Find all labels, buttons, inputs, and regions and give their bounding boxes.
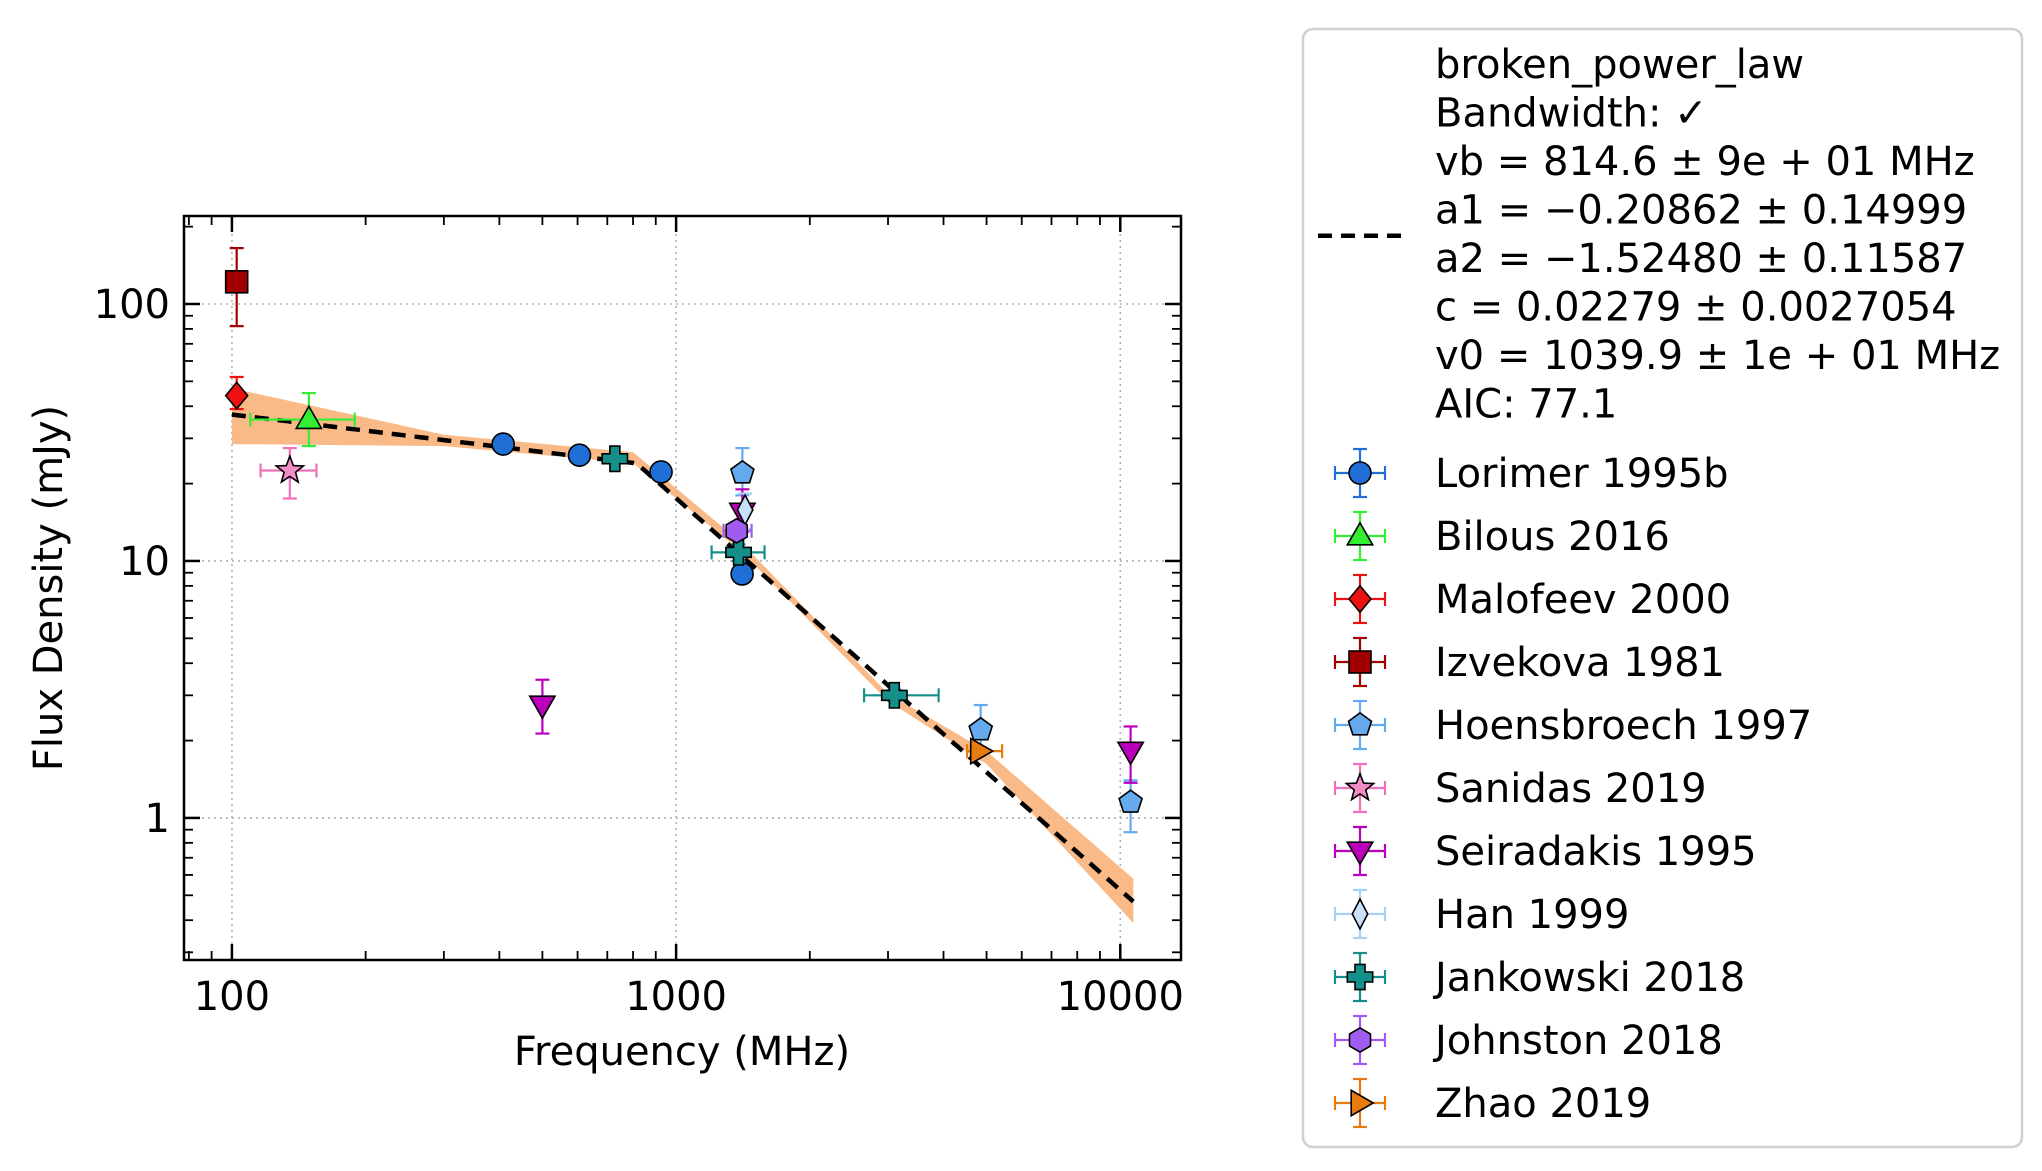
fit-uncertainty-band-layer: [231, 388, 1134, 923]
grid-lines: [184, 216, 1181, 960]
data-point: [729, 459, 755, 484]
series-hoensbroech-1997: [729, 446, 1144, 834]
series-jankowski-2018: [601, 445, 940, 709]
series-seiradakis-1995: [528, 488, 1145, 784]
legend-marker: [1345, 521, 1375, 546]
x-tick-label: 10000: [1057, 974, 1184, 1020]
legend-box: [1301, 27, 2024, 1149]
fit-line: [231, 412, 1135, 904]
data-point: [649, 460, 673, 484]
data-point: [1116, 741, 1145, 766]
legend-entry: Johnston 2018: [1333, 1014, 1723, 1066]
axis-ticks: [184, 216, 1181, 960]
legend-entry: Zhao 2019: [1333, 1077, 1651, 1129]
legend-label: Sanidas 2019: [1435, 766, 1707, 812]
legend-entry: Hoensbroech 1997: [1333, 699, 1812, 751]
x-tick-label: 1000: [625, 974, 727, 1020]
data-point: [725, 538, 753, 566]
data-point: [491, 432, 515, 456]
data-point: [567, 443, 592, 467]
legend-marker: [1348, 461, 1372, 485]
series-bilous-2016: [249, 392, 356, 448]
legend-marker: [1347, 584, 1373, 614]
data-point: [969, 737, 995, 766]
legend-fit-text: Bandwidth: ✓: [1435, 91, 1708, 137]
data-point: [224, 270, 249, 294]
data-points-layer: [224, 247, 1145, 834]
data-point: [224, 381, 249, 411]
legend-label: Jankowski 2018: [1432, 955, 1745, 1001]
data-point: [294, 404, 323, 430]
series-zhao-2019: [965, 737, 1004, 766]
legend-label: Zhao 2019: [1435, 1081, 1651, 1127]
legend-fit-text: a2 = −1.52480 ± 0.11587: [1435, 236, 1967, 282]
legend-label: Bilous 2016: [1435, 514, 1670, 560]
legend-entry: Jankowski 2018: [1333, 951, 1745, 1003]
legend-entry: Lorimer 1995b: [1333, 447, 1729, 499]
legend-fit-text: vb = 814.6 ± 9e + 01 MHz: [1435, 139, 1975, 185]
legend-marker: [1348, 650, 1372, 674]
legend-fit-text: a1 = −0.20862 ± 0.14999: [1435, 188, 1967, 234]
fit-line-layer: [231, 412, 1135, 904]
legend-fit-text: c = 0.02279 ± 0.0027054: [1435, 285, 1957, 331]
legend-entry: Malofeev 2000: [1333, 573, 1731, 625]
data-point: [880, 681, 908, 709]
legend-marker: [1347, 711, 1373, 736]
legend-fit-text: v0 = 1039.9 ± 1e + 01 MHz: [1435, 333, 2000, 379]
data-point: [730, 562, 754, 586]
legend-marker: [1346, 963, 1374, 991]
legend-entry: Izvekova 1981: [1333, 636, 1725, 688]
x-tick-label: 100: [194, 974, 270, 1020]
series-johnston-2018: [722, 517, 753, 544]
tick-labels: 100 1000 10000 1 10 100: [94, 282, 1184, 1020]
series-sanidas-2019: [259, 446, 318, 500]
data-point: [528, 695, 557, 720]
legend-fit-text: AIC: 77.1: [1435, 382, 1617, 428]
legend-label: Lorimer 1995b: [1435, 451, 1729, 497]
legend-marker: [1344, 771, 1376, 802]
legend-entry: Han 1999: [1333, 888, 1629, 940]
x-axis-label: Frequency (MHz): [514, 1029, 850, 1075]
plot-frame: [182, 214, 1183, 962]
data-point: [601, 445, 629, 473]
legend-label: Malofeev 2000: [1435, 577, 1731, 623]
legend-label: Seiradakis 1995: [1435, 829, 1757, 875]
y-axis-label: Flux Density (mJy): [26, 405, 72, 771]
series-izvekova-1981: [224, 247, 249, 328]
data-point: [725, 517, 749, 544]
legend-marker: [1351, 897, 1369, 931]
fit-uncertainty-band: [231, 388, 1134, 923]
legend-label: Izvekova 1981: [1435, 640, 1725, 686]
y-tick-label: 100: [94, 282, 170, 328]
series-lorimer-1995b: [491, 432, 754, 586]
legend-label: Johnston 2018: [1432, 1018, 1723, 1064]
legend-marker: [1345, 841, 1375, 866]
legend-entry: Bilous 2016: [1333, 510, 1670, 562]
legend-marker: [1348, 1026, 1372, 1054]
data-point: [1118, 789, 1144, 813]
legend-entry: Seiradakis 1995: [1333, 825, 1757, 877]
legend-label: Han 1999: [1435, 892, 1629, 938]
data-point: [274, 453, 306, 484]
y-tick-label: 1: [145, 796, 170, 842]
series-malofeev-2000: [224, 375, 249, 411]
legend-fit-text: broken_power_law: [1435, 42, 1804, 88]
y-tick-label: 10: [119, 539, 170, 585]
legend-marker: [1350, 1088, 1375, 1118]
data-point: [968, 716, 994, 741]
legend-entry: Sanidas 2019: [1333, 762, 1707, 814]
legend-label: Hoensbroech 1997: [1435, 703, 1812, 749]
